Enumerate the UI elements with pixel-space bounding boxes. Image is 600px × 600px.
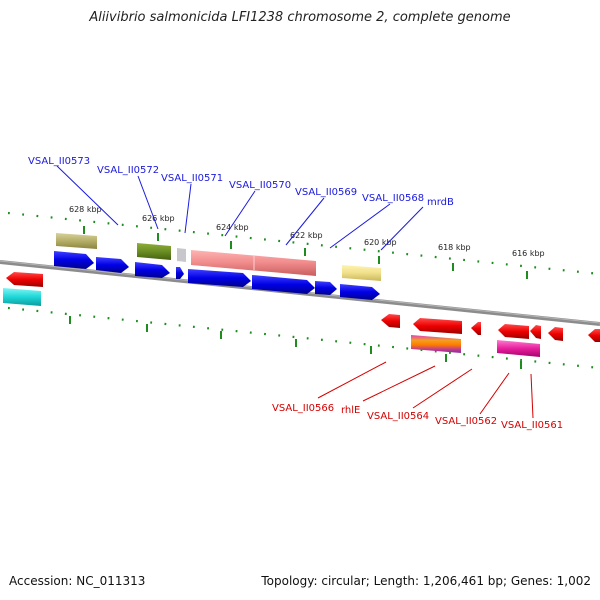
reverse-gene-arrow[interactable] xyxy=(588,329,600,342)
scale-label: 624 kbp xyxy=(216,223,249,232)
gene-label-vsal-ii0568[interactable]: VSAL_II0568 xyxy=(362,193,424,204)
scale-label: 620 kbp xyxy=(364,238,397,247)
reverse-gene-arrow[interactable] xyxy=(548,327,563,341)
forward-gene-arrow[interactable] xyxy=(252,275,315,294)
feature-box[interactable] xyxy=(177,248,186,262)
gene-label-vsal-ii0573[interactable]: VSAL_II0573 xyxy=(28,156,90,167)
forward-gene-arrow[interactable] xyxy=(188,269,251,287)
gene-label-vsal-ii0569[interactable]: VSAL_II0569 xyxy=(295,187,357,198)
genome-summary-text: Topology: circular; Length: 1,206,461 bp… xyxy=(261,574,591,588)
scale-label: 628 kbp xyxy=(69,205,102,214)
gene-label-rhle[interactable]: rhlE xyxy=(341,405,360,416)
gene-label-vsal-ii0564[interactable]: VSAL_II0564 xyxy=(367,411,429,422)
feature-box[interactable] xyxy=(3,288,41,306)
forward-gene-arrow[interactable] xyxy=(135,262,170,278)
feature-box[interactable] xyxy=(411,335,461,353)
scale-ticks-upper xyxy=(7,211,600,279)
scale-ticks-lower xyxy=(7,306,600,370)
scale-label: 616 kbp xyxy=(512,249,545,258)
reverse-gene-labels: VSAL_II0566 rhlE VSAL_II0564 VSAL_II0562… xyxy=(272,361,563,431)
genome-backbone xyxy=(0,260,600,326)
forward-gene-arrow[interactable] xyxy=(54,251,94,269)
feature-box[interactable] xyxy=(342,265,381,281)
reverse-gene-arrow[interactable] xyxy=(530,325,541,339)
gene-label-vsal-ii0570[interactable]: VSAL_II0570 xyxy=(229,180,291,191)
reverse-gene-arrow[interactable] xyxy=(413,318,462,334)
forward-strand-genes xyxy=(54,251,380,300)
forward-gene-labels: VSAL_II0573 VSAL_II0572 VSAL_II0571 VSAL… xyxy=(28,156,454,251)
reverse-gene-arrow[interactable] xyxy=(381,314,400,328)
feature-boxes-upper xyxy=(56,233,381,281)
reverse-gene-arrow[interactable] xyxy=(6,272,43,287)
gene-label-mrdb[interactable]: mrdB xyxy=(427,197,454,208)
reverse-gene-arrow[interactable] xyxy=(471,322,481,335)
forward-gene-arrow[interactable] xyxy=(315,281,337,295)
reverse-strand-genes xyxy=(6,272,600,342)
scale-label: 618 kbp xyxy=(438,243,471,252)
gene-label-vsal-ii0566[interactable]: VSAL_II0566 xyxy=(272,403,334,414)
scale-label: 622 kbp xyxy=(290,231,323,240)
feature-box[interactable] xyxy=(137,243,171,260)
scale-label: 626 kbp xyxy=(142,214,175,223)
accession-text: Accession: NC_011313 xyxy=(9,574,146,588)
reverse-gene-arrow[interactable] xyxy=(498,324,529,339)
gene-label-vsal-ii0562[interactable]: VSAL_II0562 xyxy=(435,416,497,427)
feature-boxes-lower xyxy=(3,288,540,357)
feature-box[interactable] xyxy=(56,233,97,249)
gene-label-vsal-ii0561[interactable]: VSAL_II0561 xyxy=(501,420,563,431)
forward-gene-arrow[interactable] xyxy=(96,257,129,273)
gene-label-vsal-ii0572[interactable]: VSAL_II0572 xyxy=(97,165,159,176)
forward-gene-arrow[interactable] xyxy=(340,284,380,300)
map-title: Aliivibrio salmonicida LFI1238 chromosom… xyxy=(89,10,511,25)
feature-box[interactable] xyxy=(497,340,540,357)
forward-gene-arrow[interactable] xyxy=(176,267,184,279)
gene-label-vsal-ii0571[interactable]: VSAL_II0571 xyxy=(161,173,223,184)
